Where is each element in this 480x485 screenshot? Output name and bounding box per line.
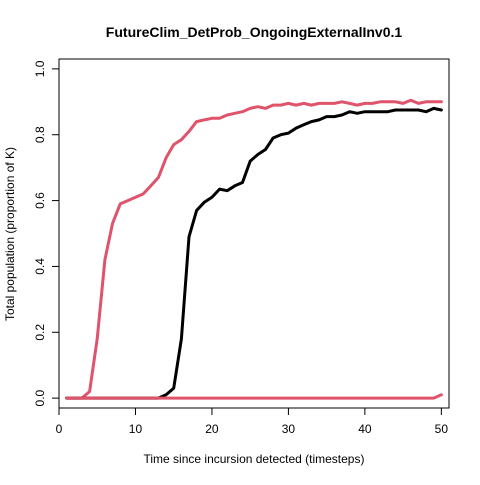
y-tick-label: 0.2 [33, 324, 47, 341]
y-tick-label: 0.8 [33, 126, 47, 143]
chart-title: FutureClim_DetProb_OngoingExternalInv0.1 [106, 24, 403, 40]
x-tick-label: 10 [129, 422, 143, 436]
series-group [65, 98, 443, 400]
x-axis-label: Time since incursion detected (timesteps… [144, 452, 365, 466]
y-tick-label: 0.4 [33, 258, 47, 275]
x-tick-label: 20 [205, 422, 219, 436]
y-tick-label: 0.0 [33, 389, 47, 406]
y-tick-label: 0.6 [33, 192, 47, 209]
x-tick-label: 0 [56, 422, 63, 436]
series-line-1 [65, 98, 443, 400]
y-axis-label: Total population (proportion of K) [3, 147, 17, 321]
series-line-3 [65, 393, 443, 400]
axes: 0 10 20 30 40 50 0.0 0.2 0.4 0.6 0.8 1.0 [33, 60, 448, 436]
y-tick-label: 1.0 [33, 60, 47, 77]
series-line-2 [65, 106, 443, 400]
x-tick-label: 40 [358, 422, 372, 436]
x-tick-label: 50 [435, 422, 449, 436]
x-tick-label: 30 [282, 422, 296, 436]
